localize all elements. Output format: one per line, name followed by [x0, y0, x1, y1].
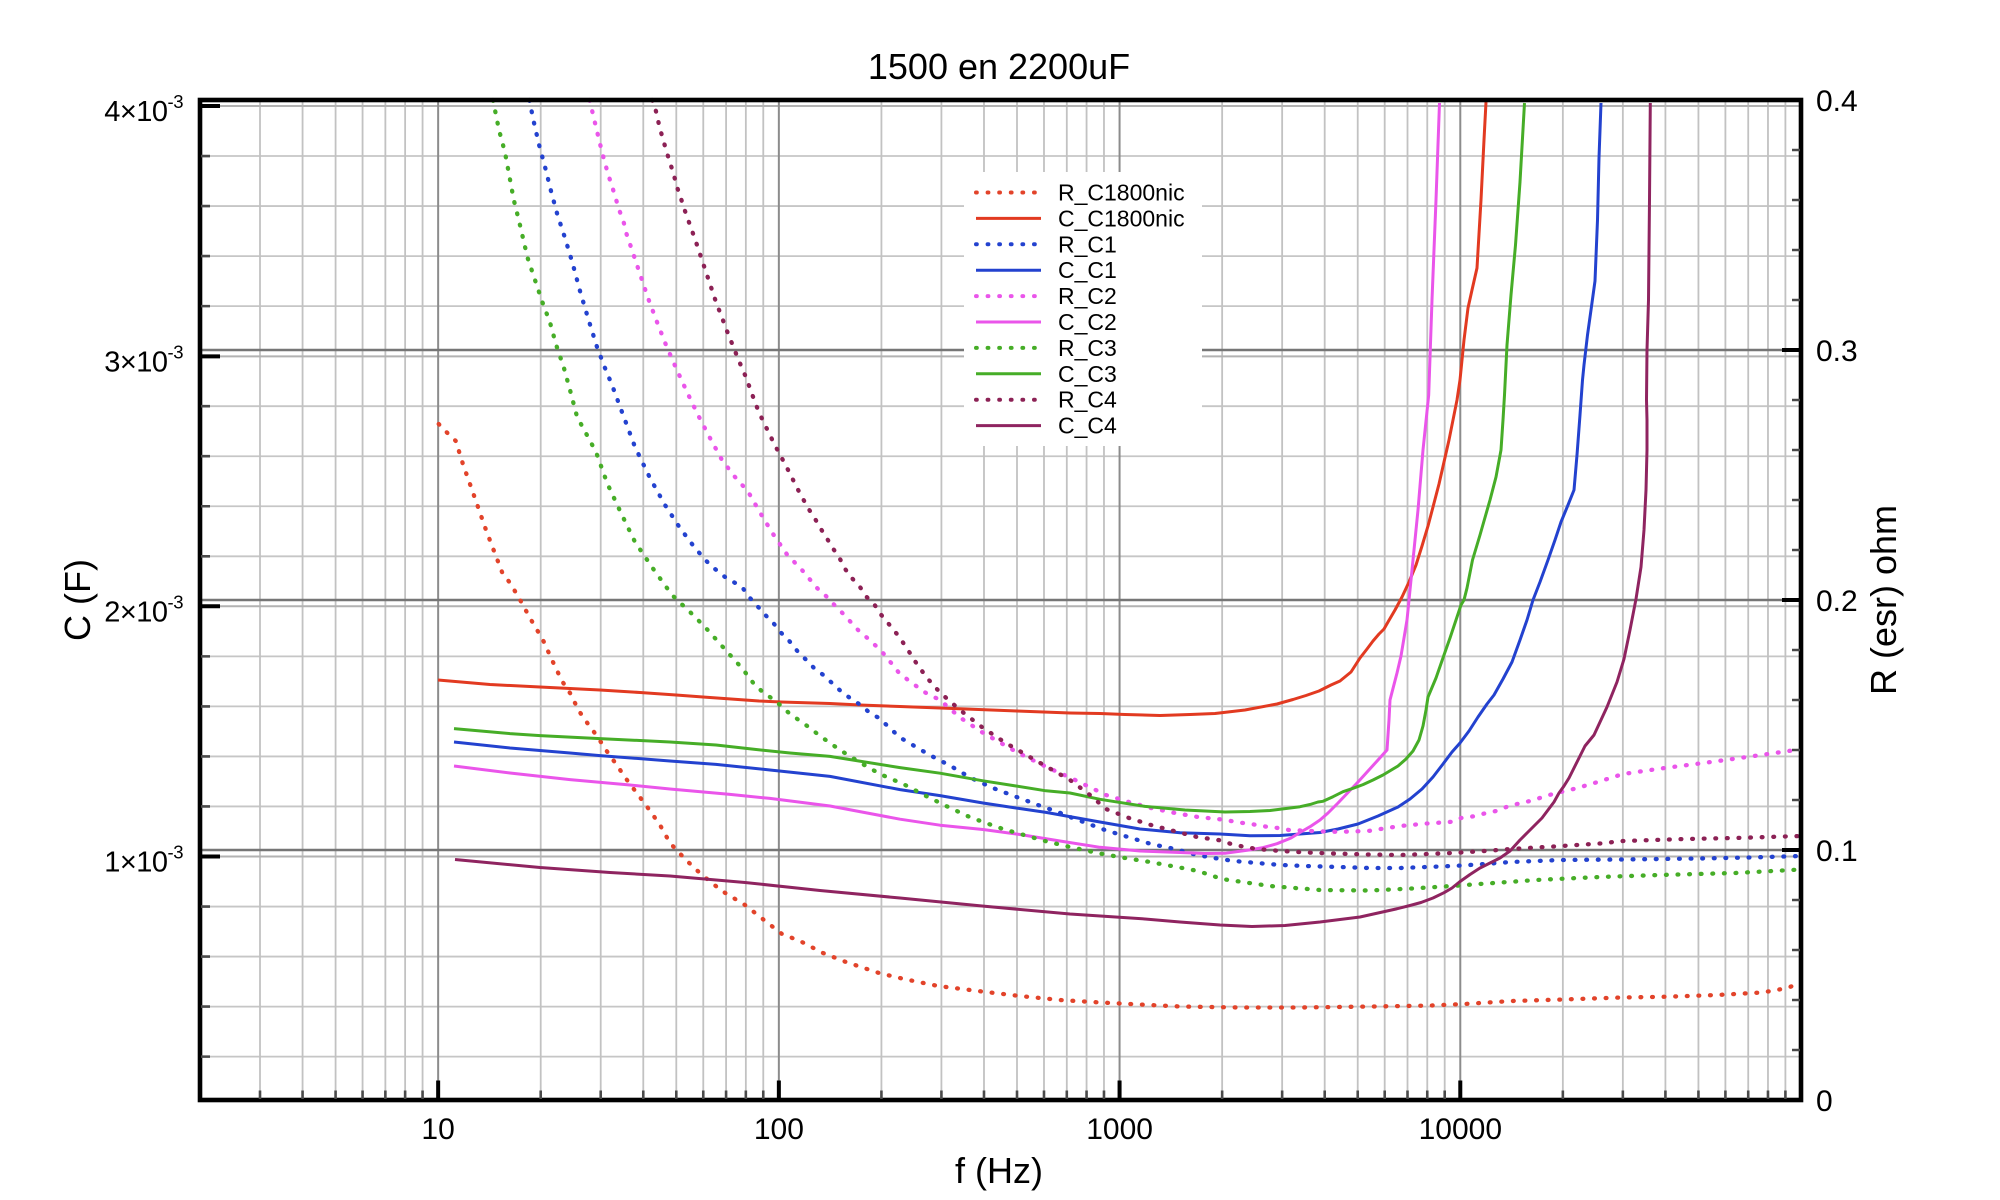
svg-text:0.3: 0.3	[1816, 335, 1858, 368]
svg-text:R_C1800nic: R_C1800nic	[1058, 180, 1185, 206]
svg-text:R_C2: R_C2	[1058, 283, 1117, 309]
svg-text:C_C2: C_C2	[1058, 309, 1117, 335]
svg-text:C_C1: C_C1	[1058, 257, 1117, 283]
svg-text:C (F): C (F)	[57, 559, 98, 641]
svg-text:1000: 1000	[1086, 1113, 1153, 1146]
svg-text:C_C3: C_C3	[1058, 361, 1117, 387]
svg-text:10000: 10000	[1419, 1113, 1502, 1146]
svg-text:C_C4: C_C4	[1058, 413, 1117, 439]
svg-text:0: 0	[1816, 1085, 1833, 1118]
svg-text:0.4: 0.4	[1816, 85, 1858, 118]
svg-text:0.2: 0.2	[1816, 585, 1858, 618]
svg-text:R_C3: R_C3	[1058, 335, 1117, 361]
svg-text:10: 10	[421, 1113, 454, 1146]
svg-text:R (esr) ohm: R (esr) ohm	[1863, 505, 1904, 695]
svg-text:f (Hz): f (Hz)	[955, 1150, 1043, 1191]
svg-text:1500 en 2200uF: 1500 en 2200uF	[868, 46, 1130, 87]
svg-text:100: 100	[754, 1113, 804, 1146]
svg-text:0.1: 0.1	[1816, 835, 1858, 868]
svg-text:R_C4: R_C4	[1058, 387, 1117, 413]
svg-text:C_C1800nic: C_C1800nic	[1058, 205, 1185, 231]
svg-text:R_C1: R_C1	[1058, 231, 1117, 257]
